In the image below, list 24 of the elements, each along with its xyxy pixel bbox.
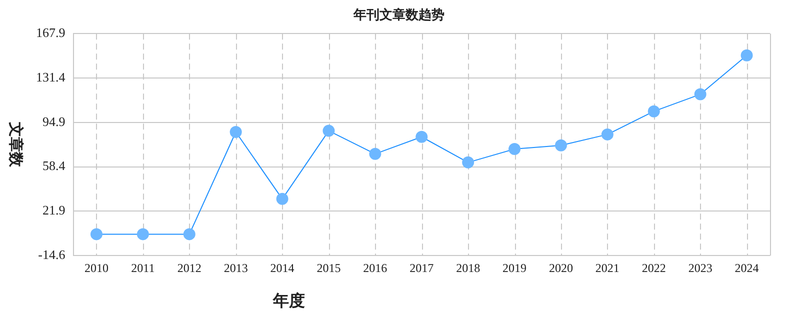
x-tick-label: 2014 <box>270 260 294 275</box>
x-tick-label: 2021 <box>595 260 620 275</box>
y-tick-label: 131.4 <box>36 69 66 84</box>
x-axis-title: 年度 <box>272 291 306 310</box>
x-tick-label: 2013 <box>224 260 248 275</box>
y-tick-label: -14.6 <box>38 247 66 262</box>
x-tick-label: 2012 <box>177 260 202 275</box>
y-tick-label: 58.4 <box>42 158 66 174</box>
x-tick-label: 2020 <box>548 260 573 275</box>
chart-title: 年刊文章数趋势 <box>352 7 444 22</box>
x-tick-label: 2022 <box>642 260 666 275</box>
y-axis-title: 文章数 <box>7 121 26 168</box>
x-tick-label: 2015 <box>316 260 341 275</box>
x-tick-label: 2023 <box>688 260 712 275</box>
x-tick-label: 2019 <box>502 260 527 275</box>
y-tick-label: 167.9 <box>36 25 66 40</box>
x-tick-label: 2016 <box>363 260 388 275</box>
x-tick-label: 2018 <box>456 260 480 275</box>
y-tick-label: 94.9 <box>42 114 66 129</box>
x-tick-label: 2011 <box>131 260 155 275</box>
x-tick-label: 2010 <box>84 260 108 275</box>
y-tick-label: 21.9 <box>42 202 66 218</box>
x-tick-label: 2017 <box>410 260 434 275</box>
x-tick-label: 2024 <box>734 260 759 275</box>
